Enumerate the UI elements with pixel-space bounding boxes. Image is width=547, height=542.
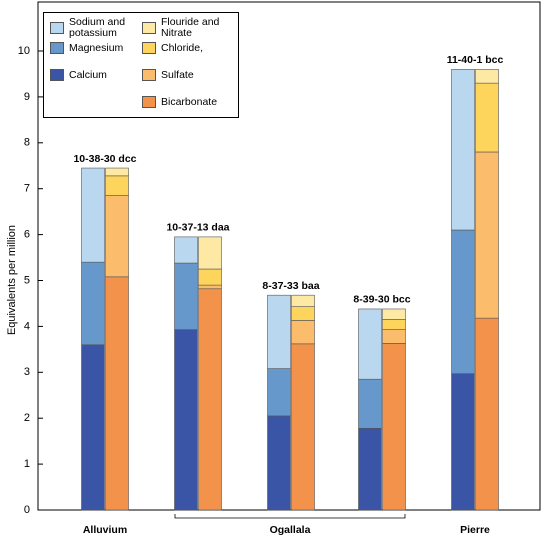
bar-segment — [382, 329, 406, 344]
y-tick-label: 3 — [24, 366, 30, 378]
category-label: 8-37-33 baa — [262, 280, 319, 292]
bar-segment — [174, 236, 198, 264]
bar-segment — [291, 306, 315, 321]
legend-label: Sulfate — [161, 68, 194, 81]
legend-item: Chloride, — [142, 42, 234, 54]
legend-label: Flouride and Nitrate — [161, 16, 220, 39]
bar-segment — [475, 317, 499, 511]
legend-item: Sulfate — [142, 69, 234, 81]
category-label: 10-37-13 daa — [166, 222, 229, 234]
legend-swatch — [142, 42, 156, 54]
category-label: 10-38-30 dcc — [73, 153, 136, 165]
legend-item: Flouride and Nitrate — [142, 17, 234, 39]
legend-swatch — [142, 69, 156, 81]
y-tick-label: 1 — [24, 458, 30, 470]
bar-segment — [451, 373, 475, 511]
legend-swatch — [142, 22, 156, 34]
legend-item: Calcium — [50, 69, 142, 81]
y-tick-label: 4 — [24, 320, 30, 332]
legend-label: Sodium and potassium — [69, 16, 126, 39]
y-tick-label: 9 — [24, 91, 30, 103]
legend-item: Bicarbonate — [142, 96, 234, 108]
bar-segment — [267, 294, 291, 369]
legend-swatch — [50, 69, 64, 81]
bar-segment — [291, 294, 315, 307]
legend-item: Magnesium — [50, 42, 142, 54]
legend: Calcium Magnesium Sodium and potassium Bica… — [43, 12, 239, 118]
y-tick-label: 10 — [18, 45, 30, 57]
bar-segment — [475, 69, 499, 84]
bar-segment — [198, 284, 222, 290]
bar-segment — [267, 415, 291, 511]
bar-segment — [382, 343, 406, 511]
group-bracket — [174, 514, 406, 519]
y-tick-label: 5 — [24, 274, 30, 286]
y-axis-label: Equivalents per million — [6, 225, 18, 335]
bar-segment — [358, 427, 382, 511]
legend-swatch — [50, 22, 64, 34]
bar-segment — [198, 268, 222, 286]
bar-segment — [174, 329, 198, 511]
legend-label: Calcium — [69, 68, 107, 81]
bar-segment — [451, 69, 475, 231]
y-tick-label: 7 — [24, 183, 30, 195]
bar-segment — [475, 151, 499, 319]
bar-segment — [358, 308, 382, 380]
bar-segment — [267, 368, 291, 417]
bar-segment — [198, 236, 222, 270]
legend-item: Sodium and potassium — [50, 17, 142, 39]
bar-segment — [382, 308, 406, 320]
x-group-label: Alluvium — [83, 524, 127, 536]
bar-segment — [105, 195, 129, 278]
bar-segment — [81, 344, 105, 511]
legend-swatch — [142, 96, 156, 108]
bar-segment — [105, 167, 129, 177]
legend-label: Magnesium — [69, 41, 124, 54]
y-tick-label: 8 — [24, 137, 30, 149]
x-group-label: Ogallala — [270, 524, 311, 536]
legend-label: Bicarbonate — [161, 95, 218, 108]
bar-segment — [291, 343, 315, 511]
bar-segment — [105, 175, 129, 196]
category-label: 8-39-30 bcc — [353, 294, 410, 306]
bar-segment — [105, 276, 129, 511]
y-tick-label: 0 — [24, 504, 30, 516]
bar-segment — [291, 320, 315, 345]
bar-segment — [382, 319, 406, 330]
bar-segment — [451, 229, 475, 374]
bar-segment — [174, 262, 198, 330]
bar-segment — [81, 167, 105, 263]
bar-segment — [475, 82, 499, 153]
bar-segment — [81, 261, 105, 346]
y-tick-label: 2 — [24, 412, 30, 424]
x-group-label: Pierre — [460, 524, 490, 536]
y-tick-label: 6 — [24, 229, 30, 241]
category-label: 11-40-1 bcc — [447, 54, 504, 66]
legend-swatch — [50, 42, 64, 54]
bar-segment — [198, 288, 222, 511]
legend-label: Chloride, — [161, 41, 204, 54]
bar-segment — [358, 378, 382, 429]
